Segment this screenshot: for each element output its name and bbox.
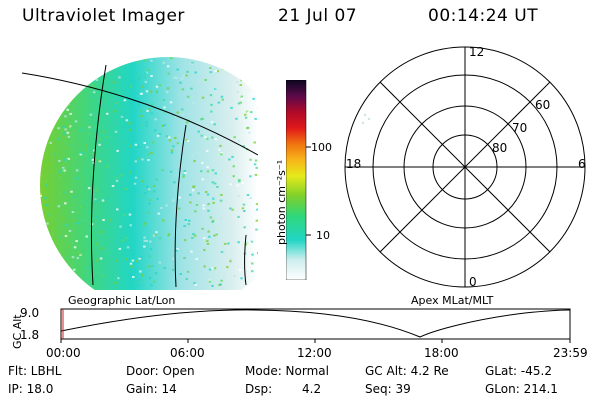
longitude-line-west — [90, 64, 107, 286]
instrument-title: Ultraviolet Imager — [22, 6, 185, 26]
gc-alt-readout: GC Alt: 4.2 Re — [365, 364, 449, 378]
dsp-label: Dsp: — [245, 382, 273, 396]
altitude-plot — [60, 308, 571, 343]
longitude-line-east — [244, 234, 247, 286]
altitude-ytick-high: 9.0 — [20, 306, 40, 320]
altitude-xtick-1200: 12:00 — [297, 346, 332, 360]
altitude-xtick-1800: 18:00 — [424, 346, 459, 360]
mlt-label-6: 6 — [578, 157, 586, 171]
geographic-label: Geographic Lat/Lon — [68, 294, 176, 307]
colorbar-tick-10: 10 — [316, 229, 330, 242]
mode-readout: Mode: Normal — [245, 364, 329, 378]
seq-readout: Seq: 39 — [365, 382, 411, 396]
altitude-ytick-low: 1.8 — [20, 328, 40, 342]
mlt-label-0: 0 — [469, 275, 477, 289]
altitude-trace — [60, 309, 571, 338]
observation-time: 00:14:24 UT — [428, 6, 539, 26]
ip-readout: IP: 18.0 — [8, 382, 54, 396]
latitude-line — [21, 72, 258, 156]
mlat-label-80: 80 — [492, 141, 508, 155]
mlt-label-18: 18 — [346, 157, 362, 171]
filter-readout: Flt: LBHL — [8, 364, 62, 378]
dsp-value: 4.2 — [302, 382, 322, 396]
uv-image-panel — [18, 55, 258, 290]
glat-readout: GLat: -45.2 — [485, 364, 552, 378]
colorbar-label: photon cm⁻²s⁻¹ — [275, 159, 288, 245]
altitude-xtick-2359: 23:59 — [553, 346, 588, 360]
mlat-label-60: 60 — [535, 98, 551, 112]
altitude-xtick-0600: 06:00 — [170, 346, 205, 360]
glon-readout: GLon: 214.1 — [485, 382, 558, 396]
polar-grid-plot — [344, 46, 586, 288]
gain-readout: Gain: 14 — [126, 382, 177, 396]
door-readout: Door: Open — [126, 364, 195, 378]
colorbar-tick-100: 100 — [311, 141, 332, 154]
observation-date: 21 Jul 07 — [278, 6, 358, 26]
altitude-xtick-0000: 00:00 — [46, 346, 81, 360]
mlt-label-12: 12 — [469, 45, 485, 59]
longitude-line-mid — [174, 124, 187, 288]
colorbar — [286, 80, 311, 280]
apex-label: Apex MLat/MLT — [411, 294, 494, 307]
mlat-label-70: 70 — [512, 121, 528, 135]
